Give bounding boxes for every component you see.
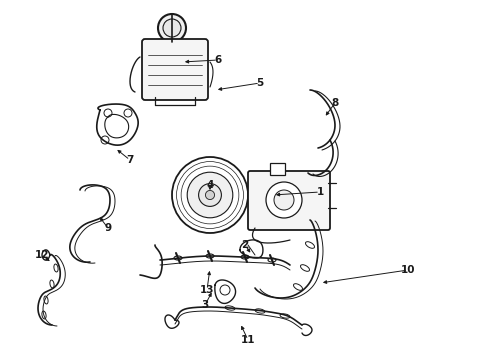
Circle shape: [172, 157, 248, 233]
Text: 3: 3: [201, 300, 209, 310]
Circle shape: [101, 136, 109, 144]
Circle shape: [205, 190, 215, 199]
Text: 6: 6: [215, 55, 221, 65]
Text: 13: 13: [200, 285, 214, 295]
Text: 4: 4: [206, 180, 214, 190]
Circle shape: [274, 190, 294, 210]
Circle shape: [158, 14, 186, 42]
Circle shape: [104, 109, 112, 117]
Circle shape: [220, 285, 230, 295]
Circle shape: [266, 182, 302, 218]
Text: 1: 1: [317, 187, 323, 197]
Text: 9: 9: [104, 223, 112, 233]
Circle shape: [187, 172, 233, 218]
FancyBboxPatch shape: [248, 171, 330, 230]
Circle shape: [124, 109, 132, 117]
Text: 7: 7: [126, 155, 134, 165]
Text: 12: 12: [35, 250, 49, 260]
Text: 11: 11: [241, 335, 255, 345]
Circle shape: [163, 19, 181, 37]
Text: 5: 5: [256, 78, 264, 88]
Text: 10: 10: [401, 265, 415, 275]
Bar: [270, 163, 285, 175]
Circle shape: [198, 184, 221, 206]
FancyBboxPatch shape: [142, 39, 208, 100]
Text: 8: 8: [331, 98, 339, 108]
Text: 2: 2: [242, 240, 248, 250]
